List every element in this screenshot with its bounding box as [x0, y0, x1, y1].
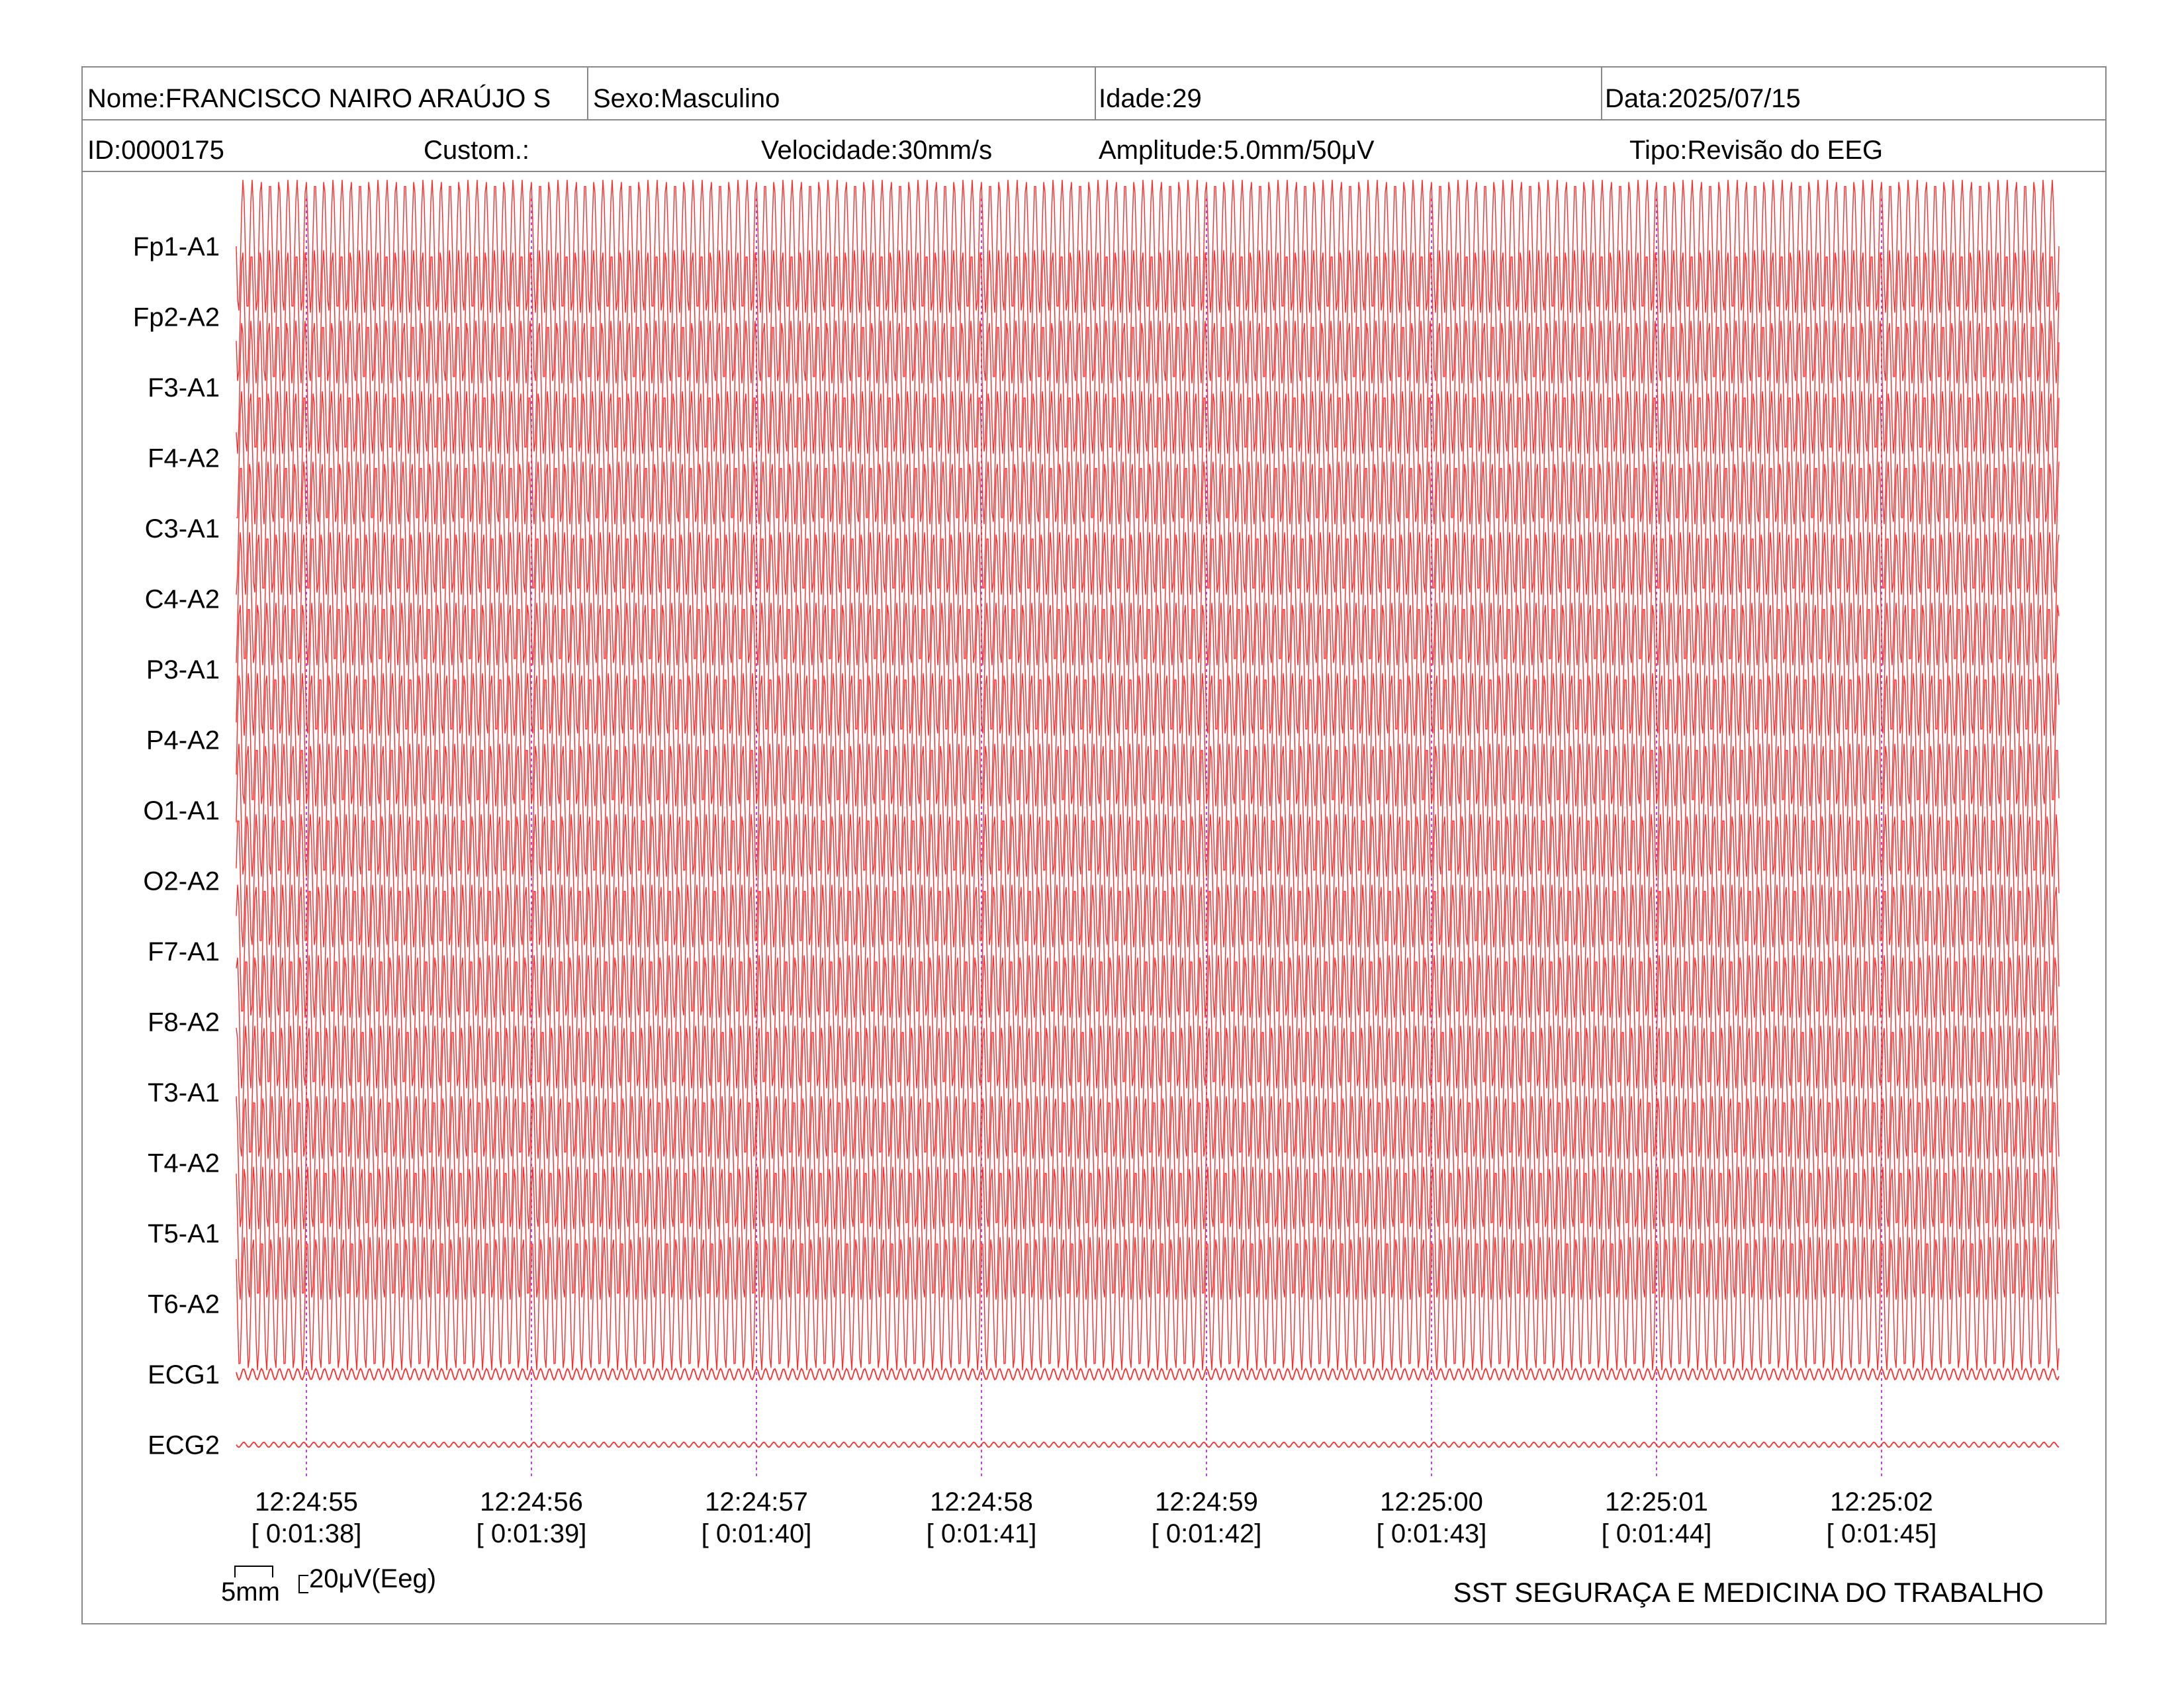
- patient-name: Nome:FRANCISCO NAIRO ARAÚJO S: [87, 83, 551, 113]
- time-scale-bar: [234, 1566, 273, 1577]
- elapsed-tick-label: [ 0:01:38]: [251, 1519, 362, 1548]
- elapsed-tick-label: [ 0:01:40]: [702, 1519, 812, 1548]
- channel-label: F7-A1: [148, 937, 220, 966]
- time-scale-label: 5mm: [221, 1577, 280, 1607]
- time-tick-label: 12:25:01: [1605, 1487, 1708, 1517]
- amplitude-scale-label: 20μV(Eeg): [309, 1564, 436, 1593]
- channel-label: O2-A2: [143, 867, 220, 896]
- channel-label: F3-A1: [148, 373, 220, 402]
- channel-label: ECG2: [148, 1431, 220, 1460]
- time-tick-label: 12:25:00: [1380, 1487, 1483, 1517]
- channel-label: P4-A2: [146, 726, 220, 755]
- elapsed-tick-label: [ 0:01:42]: [1152, 1519, 1262, 1548]
- channel-label: T4-A2: [148, 1149, 220, 1178]
- recording-amplitude: Amplitude:5.0mm/50μV: [1099, 136, 1375, 165]
- channel-trace: [236, 814, 2060, 947]
- channel-trace: [236, 461, 2060, 595]
- patient-id: ID:0000175: [87, 136, 224, 165]
- channel-label: P3-A1: [146, 655, 220, 684]
- time-tick-label: 12:25:02: [1830, 1487, 1933, 1517]
- channel-trace: [236, 1441, 2060, 1448]
- channel-label: Fp2-A2: [133, 303, 220, 332]
- channel-label: F4-A2: [148, 444, 220, 473]
- channel-trace: [236, 250, 2060, 383]
- time-markers: [306, 199, 1882, 1476]
- channel-label: C4-A2: [145, 585, 220, 614]
- custom-field: Custom.:: [424, 136, 529, 165]
- time-axis: 12:24:55[ 0:01:38] 12:24:56[ 0:01:39] 12:2…: [251, 1487, 1937, 1548]
- channel-trace: [236, 673, 2060, 806]
- time-tick-label: 12:24:57: [705, 1487, 808, 1517]
- report-frame: [81, 66, 2107, 1624]
- channel-trace: [236, 955, 2060, 1088]
- recording-speed: Velocidade:30mm/s: [761, 136, 992, 165]
- patient-age: Idade:29: [1099, 84, 1202, 113]
- channel-trace: [236, 320, 2060, 454]
- channel-label: ECG1: [148, 1360, 220, 1389]
- channel-trace: [236, 391, 2060, 524]
- channel-label: F8-A2: [148, 1008, 220, 1037]
- channel-trace: [236, 1096, 2060, 1229]
- channel-label: T6-A2: [148, 1290, 220, 1319]
- channel-trace: [236, 179, 2060, 313]
- time-tick-label: 12:24:58: [930, 1487, 1033, 1517]
- channel-trace: [236, 1025, 2060, 1159]
- elapsed-tick-label: [ 0:01:45]: [1827, 1519, 1937, 1548]
- channel-trace: [236, 1166, 2060, 1300]
- channel-trace: [236, 532, 2060, 665]
- channel-label: Fp1-A1: [133, 232, 220, 261]
- channel-label: C3-A1: [145, 514, 220, 543]
- channel-label: T3-A1: [148, 1078, 220, 1107]
- channel-trace: [236, 884, 2060, 1018]
- time-tick-label: 12:24:56: [480, 1487, 583, 1517]
- eeg-traces: [236, 179, 2060, 1448]
- elapsed-tick-label: [ 0:01:39]: [477, 1519, 587, 1548]
- patient-sex: Sexo:Masculino: [593, 84, 780, 113]
- organization-name: SST SEGURAÇA E MEDICINA DO TRABALHO: [1453, 1577, 2044, 1608]
- elapsed-tick-label: [ 0:01:41]: [927, 1519, 1037, 1548]
- elapsed-tick-label: [ 0:01:44]: [1602, 1519, 1712, 1548]
- amplitude-scale-bar: [298, 1575, 308, 1593]
- channel-trace: [236, 743, 2060, 877]
- time-tick-label: 12:24:55: [255, 1487, 358, 1517]
- channel-labels: Fp1-A1 Fp2-A2 F3-A1 F4-A2 C3-A1 C4-A2 P3-A1 P4-…: [133, 232, 220, 1460]
- review-type: Tipo:Revisão do EEG: [1629, 136, 1883, 165]
- channel-label: O1-A1: [143, 796, 220, 825]
- exam-date: Data:2025/07/15: [1605, 84, 1801, 113]
- channel-trace: [236, 602, 2060, 736]
- elapsed-tick-label: [ 0:01:43]: [1377, 1519, 1487, 1548]
- channel-trace: [236, 1367, 2060, 1382]
- time-tick-label: 12:24:59: [1155, 1487, 1258, 1517]
- channel-label: T5-A1: [148, 1219, 220, 1248]
- channel-trace: [236, 1237, 2060, 1370]
